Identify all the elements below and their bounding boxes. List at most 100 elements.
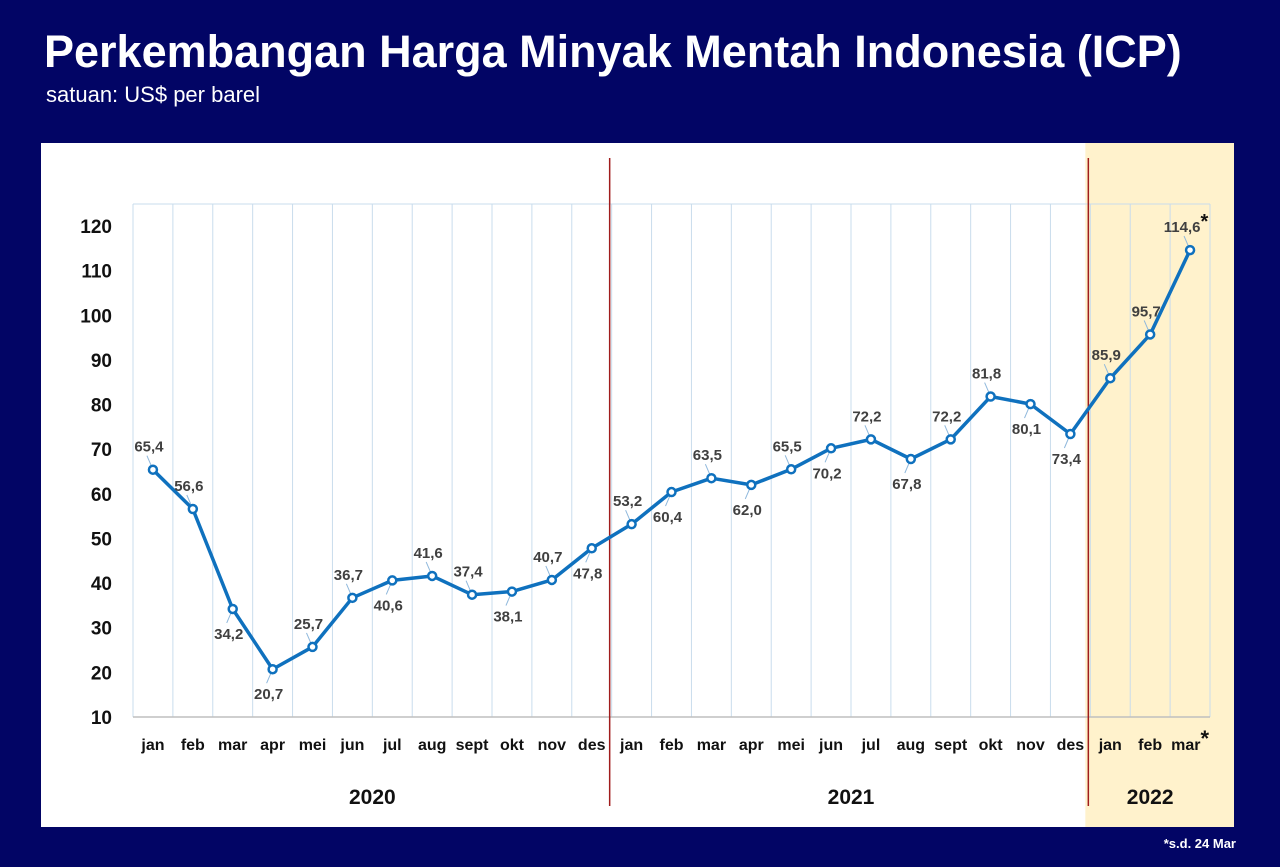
x-tick-label: feb xyxy=(1138,737,1162,754)
data-point xyxy=(1025,398,1036,410)
data-label: 81,8 xyxy=(972,366,1001,383)
data-point xyxy=(267,663,278,675)
page-subtitle: satuan: US$ per barel xyxy=(46,82,261,107)
x-tick-label: okt xyxy=(979,737,1004,754)
data-point xyxy=(426,570,438,582)
x-tick-label: mar xyxy=(218,737,247,754)
y-tick-label: 100 xyxy=(80,306,112,327)
x-tick-label: apr xyxy=(739,737,764,754)
data-point xyxy=(706,472,717,484)
y-tick-label: 120 xyxy=(80,217,112,238)
y-tick-label: 20 xyxy=(91,663,112,684)
data-point xyxy=(905,453,917,465)
y-tick-label: 90 xyxy=(91,351,112,372)
year-label: 2021 xyxy=(828,786,875,809)
x-tick-label: jul xyxy=(382,737,402,754)
data-point xyxy=(1184,244,1196,256)
x-tick-label: mei xyxy=(299,737,327,754)
data-label: 72,2 xyxy=(852,408,881,425)
data-point xyxy=(626,518,637,530)
data-label: 70,2 xyxy=(812,465,841,482)
data-label: 73,4 xyxy=(1052,451,1082,468)
x-tick-label: apr xyxy=(260,737,285,754)
data-label: 67,8 xyxy=(892,476,921,493)
footnote: *s.d. 24 Mar xyxy=(1163,836,1236,851)
data-label: 65,4 xyxy=(134,439,164,456)
data-label: 62,0 xyxy=(733,502,762,519)
data-label: 85,9 xyxy=(1092,347,1121,364)
y-tick-label: 10 xyxy=(91,708,112,729)
data-label: 36,7 xyxy=(334,567,363,584)
year-label: 2020 xyxy=(349,786,396,809)
data-point xyxy=(586,543,597,554)
data-label: 40,7 xyxy=(533,549,562,566)
x-tick-label: aug xyxy=(897,737,925,754)
data-label: 20,7 xyxy=(254,686,283,703)
data-point xyxy=(746,479,757,491)
data-label: 60,4 xyxy=(653,509,683,526)
highlight-2022 xyxy=(1085,143,1234,827)
x-tick-label: sept xyxy=(934,737,968,754)
chart-panel xyxy=(41,143,1234,827)
data-label: 80,1 xyxy=(1012,421,1041,438)
year-label: 2022 xyxy=(1127,786,1174,809)
x-tick-label: jul xyxy=(861,737,881,754)
data-point xyxy=(506,586,518,597)
data-point xyxy=(1065,428,1076,440)
y-tick-label: 70 xyxy=(91,440,112,461)
data-point xyxy=(227,603,238,615)
data-label: 38,1 xyxy=(493,609,522,626)
y-tick-label: 80 xyxy=(91,396,112,417)
data-label: 47,8 xyxy=(573,565,602,582)
data-point xyxy=(865,434,877,445)
x-tick-label: nov xyxy=(1016,737,1045,754)
data-point xyxy=(307,641,318,653)
x-tick-label: feb xyxy=(181,737,205,754)
x-tick-label: des xyxy=(578,737,606,754)
data-point xyxy=(825,443,837,454)
data-point xyxy=(546,574,558,586)
y-tick-label: 30 xyxy=(91,619,112,640)
data-point xyxy=(785,464,797,475)
x-tick-label: mar xyxy=(697,737,726,754)
x-tick-label: jan xyxy=(140,737,164,754)
data-point xyxy=(666,486,677,498)
x-tick-label: okt xyxy=(500,737,525,754)
data-label: 63,5 xyxy=(693,447,722,464)
y-tick-label: 40 xyxy=(91,574,112,595)
data-label: 53,2 xyxy=(613,493,642,510)
x-tick-label: sept xyxy=(456,737,490,754)
data-label: 95,7 xyxy=(1132,303,1161,320)
data-label: 25,7 xyxy=(294,616,323,633)
x-tick-label: nov xyxy=(538,737,567,754)
page-title: Perkembangan Harga Minyak Mentah Indones… xyxy=(44,26,1182,77)
x-tick-label: jun xyxy=(818,737,843,754)
data-point xyxy=(347,592,358,604)
x-tick-label: mei xyxy=(777,737,805,754)
data-label: 37,4 xyxy=(453,564,483,581)
x-tick-label: des xyxy=(1057,737,1085,754)
data-point xyxy=(985,391,996,402)
x-tick-label: jan xyxy=(619,737,643,754)
x-tick-label: feb xyxy=(660,737,684,754)
data-point xyxy=(187,503,199,515)
series-line xyxy=(151,249,1192,671)
data-label: 40,6 xyxy=(374,597,403,614)
y-tick-label: 50 xyxy=(91,529,112,550)
data-point xyxy=(1144,329,1156,340)
data-point xyxy=(387,575,398,586)
data-label: 72,2 xyxy=(932,408,961,425)
y-tick-label: 60 xyxy=(91,485,112,506)
x-tick-label: aug xyxy=(418,737,446,754)
x-tick-label: jan xyxy=(1098,737,1122,754)
y-tick-label: 110 xyxy=(81,262,112,283)
data-label: 41,6 xyxy=(414,545,443,562)
data-point xyxy=(945,434,956,445)
data-point xyxy=(147,464,159,475)
data-point xyxy=(1105,372,1116,384)
data-point xyxy=(466,589,478,600)
data-label: 65,5 xyxy=(773,438,802,455)
x-tick-label: jun xyxy=(339,737,364,754)
data-label: 34,2 xyxy=(214,626,243,643)
